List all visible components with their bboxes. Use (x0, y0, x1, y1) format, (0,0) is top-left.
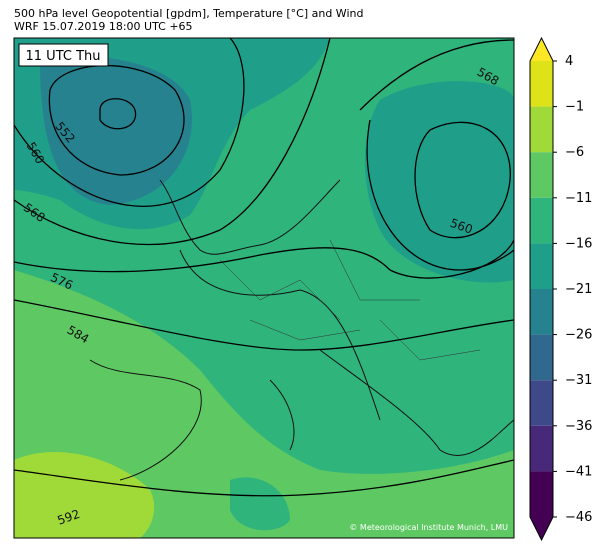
credit: © Meteorological Institute Munich, LMU (349, 523, 508, 532)
contour (14, 38, 331, 246)
contour (359, 39, 514, 271)
time-label: 11 UTC Thu (26, 49, 101, 64)
colorbar-tick-label: −26 (565, 328, 592, 343)
contour (99, 98, 137, 130)
map-frame (13, 37, 515, 539)
colorbar-band (530, 243, 553, 289)
colorbar-tick-label: −46 (565, 510, 592, 525)
colorbar-band (530, 425, 553, 472)
colorbar-band (530, 334, 553, 381)
colorbar-band (530, 197, 553, 244)
colorbar-tick-label: 4 (565, 54, 573, 69)
coastline (89, 179, 514, 481)
colorbar-tick-label: −31 (565, 373, 592, 388)
contour (14, 459, 514, 497)
colorbar-tick-label: −36 (565, 419, 592, 434)
contour (14, 299, 514, 351)
colorbar-tick-label: −16 (565, 236, 592, 251)
time-box (18, 43, 109, 67)
title-line: WRF 15.07.2019 18:00 UTC +65 (14, 20, 193, 33)
colorbar-extend-min (530, 517, 553, 540)
contour (14, 38, 245, 207)
contour (14, 239, 514, 279)
colorbar-tick-label: −21 (565, 282, 592, 297)
field (14, 270, 514, 538)
colorbar-band (530, 471, 553, 517)
colorbar-extend-max (530, 38, 553, 61)
field (230, 477, 290, 531)
map: 552 560 568 576 584 592 560 568 11 UTC T… (13, 37, 515, 539)
colorbar-tick-label: −1 (565, 100, 584, 115)
colorbar-band (530, 106, 553, 153)
colorbar-tick-label: −11 (565, 191, 592, 206)
colorbar-tick-label: −41 (565, 464, 592, 479)
contour (414, 121, 511, 239)
colorbar-band (530, 152, 553, 198)
title-line: 500 hPa level Geopotential [gpdm], Tempe… (14, 7, 363, 20)
colorbar-band (530, 61, 553, 107)
field (14, 451, 155, 538)
colorbar-tick-label: −6 (565, 145, 584, 160)
colorbar-band (530, 289, 553, 335)
border (219, 239, 481, 361)
colorbar-band (530, 380, 553, 426)
field (40, 56, 192, 205)
colorbar: 4 −1 −6 −11 −16 −21 −26 −31 −36 −41 −46 (529, 36, 592, 542)
